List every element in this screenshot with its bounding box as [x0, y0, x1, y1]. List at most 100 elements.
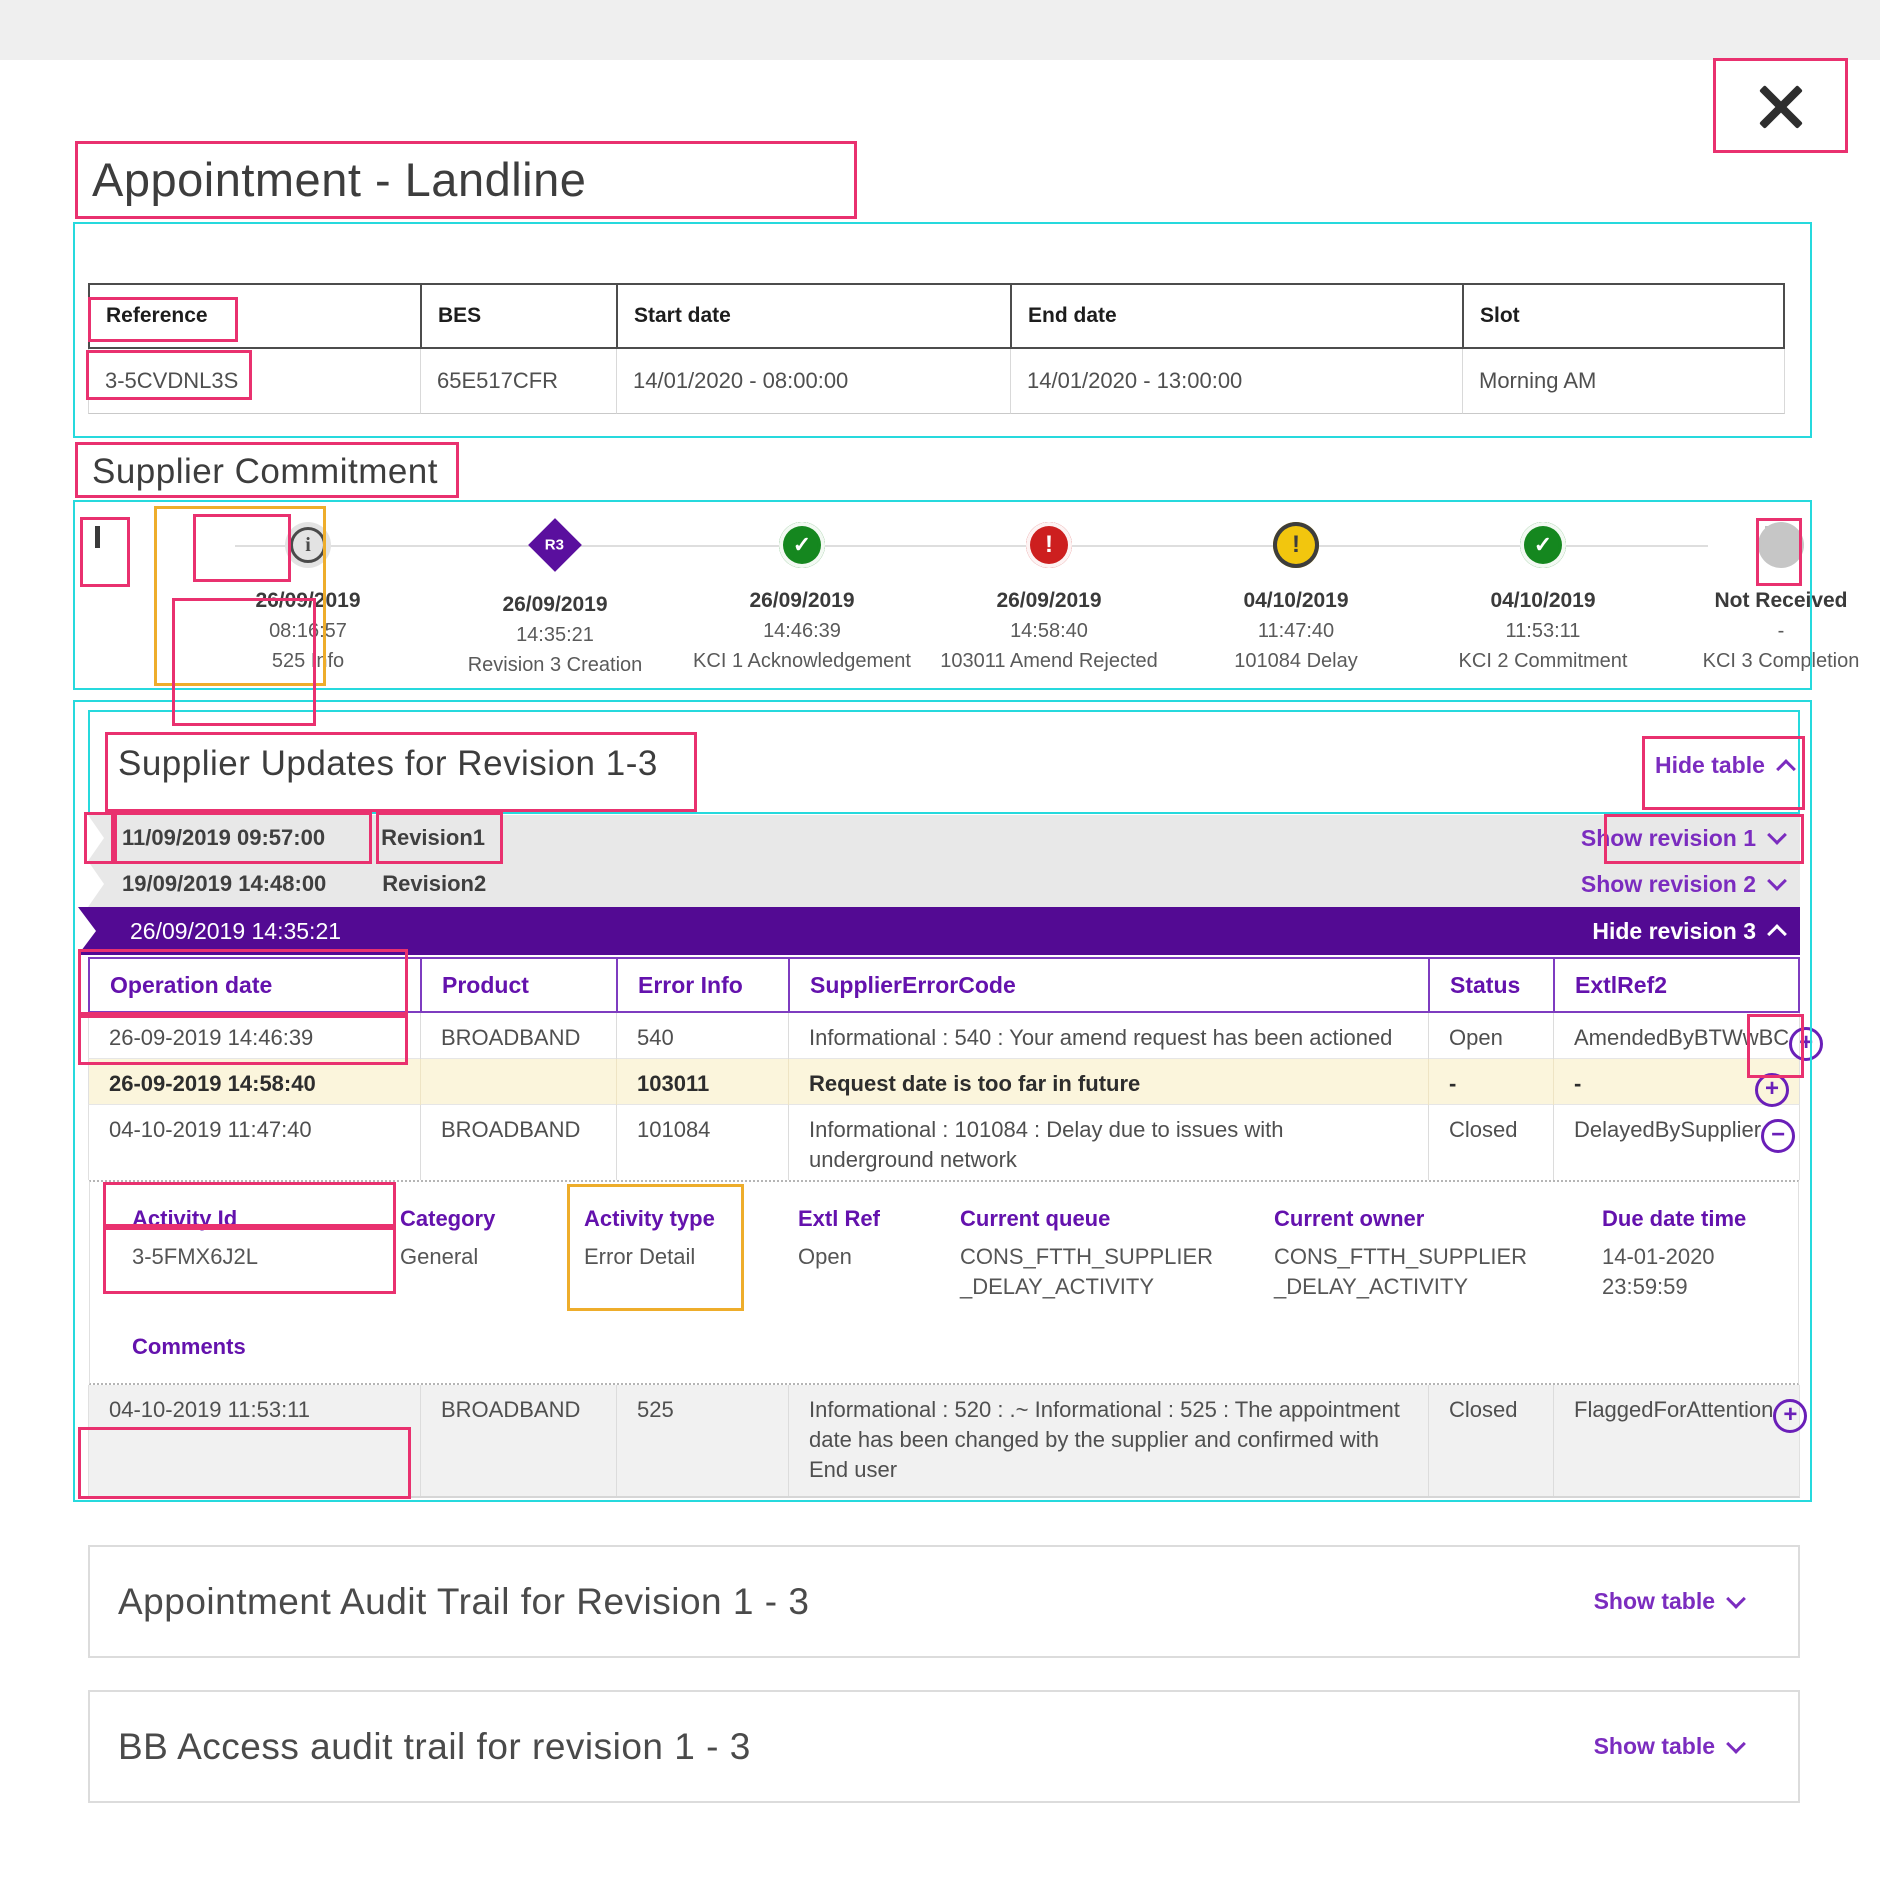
check-green-icon: ✓: [1520, 522, 1566, 568]
cell-status: Open: [1429, 1013, 1554, 1069]
col-header-supplier-error-code: SupplierErrorCode: [790, 959, 1430, 1011]
cell-end-date: 14/01/2020 - 13:00:00: [1010, 349, 1462, 414]
cell-extlref2: DelayedBySupplier −: [1554, 1105, 1801, 1183]
show-table-link[interactable]: Show table: [1594, 1588, 1746, 1615]
cell-status: Closed: [1429, 1105, 1554, 1183]
chevron-up-icon: [1776, 758, 1796, 779]
cell-supplier-error-code: Informational : 520 : .~ Informational :…: [789, 1385, 1429, 1496]
extl-ref-value: Open: [798, 1244, 852, 1269]
cell-extlref2: - +: [1554, 1059, 1801, 1115]
alert-yellow-icon: !: [1273, 522, 1319, 568]
col-header-operation-date: Operation date: [90, 959, 422, 1011]
milestone-kci1: ✓ 26/09/2019 14:46:39 KCI 1 Acknowledgem…: [677, 522, 927, 676]
cell-error-info: 103011: [617, 1059, 789, 1115]
chevron-down-icon: [1767, 871, 1787, 891]
show-revision-2-link[interactable]: Show revision 2: [1581, 871, 1787, 898]
appointment-audit-trail-section: Appointment Audit Trail for Revision 1 -…: [88, 1545, 1800, 1658]
cell-bes: 65E517CFR: [420, 349, 616, 414]
cell-reference: 3-5CVDNL3S: [88, 349, 420, 414]
updates-table-header: Operation date Product Error Info Suppli…: [88, 957, 1800, 1013]
expand-plus-icon[interactable]: +: [1773, 1399, 1808, 1433]
comments-value: -: [132, 1370, 1798, 1400]
show-revision-1-link[interactable]: Show revision 1: [1581, 825, 1787, 852]
cell-product: BROADBAND: [421, 1013, 617, 1069]
col-header-status: Status: [1430, 959, 1555, 1011]
col-header-product: Product: [422, 959, 618, 1011]
category-value: General: [400, 1244, 479, 1269]
activity-detail-panel: Activity Id 3-5FMX6J2L Category General …: [89, 1180, 1799, 1397]
revision-row-1[interactable]: 11/09/2019 09:57:00 Revision1 Show revis…: [88, 815, 1800, 861]
info-icon: i: [285, 522, 331, 568]
cell-slot: Morning AM: [1462, 349, 1785, 414]
cell-error-info: 525: [617, 1385, 789, 1496]
chevron-up-icon: [1767, 924, 1787, 944]
col-header-slot: Slot: [1462, 283, 1785, 349]
supplier-updates-table: Operation date Product Error Info Suppli…: [88, 957, 1824, 1183]
appointment-table-header: Reference BES Start date End date Slot: [88, 283, 1785, 349]
table-row-expanded: 04-10-2019 11:47:40 BROADBAND 101084 Inf…: [88, 1105, 1801, 1183]
cell-operation-date: 04-10-2019 11:53:11: [89, 1385, 421, 1496]
revision-row-3-selected[interactable]: 26/09/2019 14:35:21 Hide revision 3: [78, 907, 1800, 955]
cell-operation-date: 26-09-2019 14:58:40: [89, 1059, 421, 1115]
appointment-table: Reference BES Start date End date Slot 3…: [88, 283, 1785, 414]
current-owner-label: Current owner: [1274, 1206, 1425, 1231]
chevron-left-icon: [95, 526, 100, 548]
activity-id-value: 3-5FMX6J2L: [132, 1244, 258, 1269]
top-strip: [0, 0, 1880, 60]
cell-operation-date: 04-10-2019 11:47:40: [89, 1105, 421, 1183]
cell-product: BROADBAND: [421, 1105, 617, 1183]
check-green-icon: ✓: [779, 522, 825, 568]
milestone-kci2: ✓ 04/10/2019 11:53:11 KCI 2 Commitment: [1418, 522, 1668, 676]
milestone-amend-rejected: ! 26/09/2019 14:58:40 103011 Amend Rejec…: [924, 522, 1174, 676]
milestone-revision3-creation: R3 26/09/2019 14:35:21 Revision 3 Creati…: [430, 518, 680, 680]
close-button[interactable]: [1752, 80, 1810, 132]
cell-extlref2: FlaggedForAttention +: [1554, 1385, 1808, 1496]
current-owner-value: CONS_FTTH_SUPPLIER _DELAY_ACTIVITY: [1274, 1244, 1528, 1299]
alert-red-icon: !: [1026, 522, 1072, 568]
due-date-time-value: 14-01-2020 23:59:59: [1602, 1244, 1715, 1299]
table-row-highlighted: 26-09-2019 14:58:40 103011 Request date …: [88, 1059, 1800, 1115]
revision-row-2[interactable]: 19/09/2019 14:48:00 Revision2 Show revis…: [88, 861, 1800, 907]
commitment-timeline: i 26/09/2019 08:16:57 525 Info R3 26/09/…: [73, 500, 1859, 690]
activity-type-label: Activity type: [584, 1206, 715, 1231]
cell-product: BROADBAND: [421, 1385, 617, 1496]
bb-access-audit-trail-section: BB Access audit trail for revision 1 - 3…: [88, 1690, 1800, 1803]
supplier-commitment-title: Supplier Commitment: [92, 452, 438, 491]
expand-plus-icon[interactable]: +: [1789, 1027, 1824, 1061]
show-table-link[interactable]: Show table: [1594, 1733, 1746, 1760]
col-header-end-date: End date: [1010, 283, 1462, 349]
extl-ref-label: Extl Ref: [798, 1206, 880, 1231]
chevron-down-icon: [1767, 825, 1787, 845]
appointment-table-row: 3-5CVDNL3S 65E517CFR 14/01/2020 - 08:00:…: [88, 349, 1785, 414]
chevron-down-icon: [1726, 1588, 1746, 1609]
table-row: 04-10-2019 11:53:11 BROADBAND 525 Inform…: [88, 1385, 1808, 1498]
cell-supplier-error-code: Request date is too far in future: [789, 1059, 1429, 1115]
cell-status: -: [1429, 1059, 1554, 1115]
activity-type-value: Error Detail: [584, 1244, 696, 1269]
cell-status: Closed: [1429, 1385, 1554, 1496]
current-queue-value: CONS_FTTH_SUPPLIER _DELAY_ACTIVITY: [960, 1244, 1214, 1299]
cell-operation-date: 26-09-2019 14:46:39: [89, 1013, 421, 1069]
cell-error-info: 101084: [617, 1105, 789, 1183]
timeline-prev-button[interactable]: [95, 526, 129, 566]
r3-diamond-icon: R3: [528, 518, 582, 572]
activity-id-label: Activity Id: [132, 1206, 238, 1231]
table-row: 26-09-2019 14:46:39 BROADBAND 540 Inform…: [88, 1013, 1824, 1069]
collapse-minus-icon[interactable]: −: [1761, 1119, 1796, 1153]
supplier-updates-title: Supplier Updates for Revision 1-3: [118, 744, 658, 783]
cell-supplier-error-code: Informational : 540 : Your amend request…: [789, 1013, 1429, 1069]
col-header-extlref2: ExtlRef2: [1575, 972, 1668, 998]
expand-plus-icon[interactable]: +: [1755, 1073, 1789, 1107]
appointment-audit-trail-title: Appointment Audit Trail for Revision 1 -…: [118, 1580, 810, 1622]
category-label: Category: [400, 1206, 496, 1231]
page-title: Appointment - Landline: [92, 153, 587, 206]
chevron-down-icon: [1726, 1733, 1746, 1754]
current-queue-label: Current queue: [960, 1206, 1111, 1231]
cell-supplier-error-code: Informational : 101084 : Delay due to is…: [789, 1105, 1429, 1183]
hide-table-link[interactable]: Hide table: [1655, 752, 1796, 779]
col-header-start-date: Start date: [616, 283, 1010, 349]
cell-error-info: 540: [617, 1013, 789, 1069]
comments-label: Comments: [132, 1334, 246, 1359]
hide-revision-3-link[interactable]: Hide revision 3: [1592, 918, 1787, 945]
